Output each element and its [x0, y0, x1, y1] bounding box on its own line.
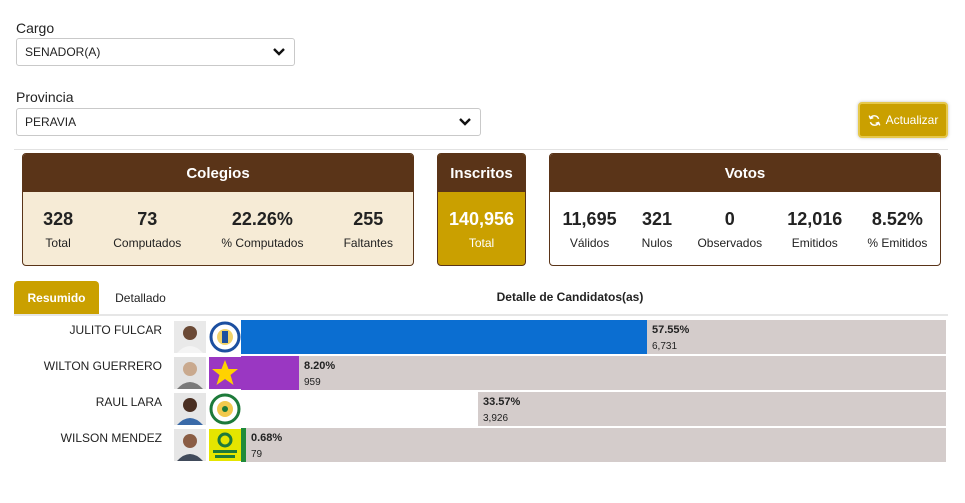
tab-detallado[interactable]: Detallado — [115, 290, 166, 305]
inscritos-card: Inscritos 140,956 Total — [437, 153, 526, 266]
cargo-label: Cargo — [16, 20, 55, 36]
candidate-name: WILSON MENDEZ — [60, 431, 162, 445]
candidate-bar-track — [241, 356, 946, 390]
colegios-card: Colegios 328 Total 73 Computados 22.26%% C… — [22, 153, 414, 266]
chevron-down-icon — [273, 48, 285, 56]
candidate-votes: 3,926 — [483, 413, 509, 424]
inscritos-title: Inscritos — [438, 154, 525, 192]
detail-title: Detalle de Candidatos(as) — [496, 290, 644, 304]
votos-validos: 11,695 Válidos — [562, 208, 617, 250]
chevron-down-icon — [459, 118, 471, 126]
candidate-percent: 8.20% — [304, 360, 336, 372]
candidate-bar-fill — [241, 428, 246, 462]
votos-nulos: 321 Nulos — [641, 208, 673, 250]
colegios-faltantes: 255 Faltantes — [343, 208, 393, 250]
votos-card: Votos 11,695 Válidos 321 Nulos 0 Observados… — [549, 153, 941, 266]
votos-pct-emitidos: 8.52%% Emitidos — [867, 208, 928, 250]
candidate-name: RAUL LARA — [95, 395, 162, 409]
colegios-pct-computados: 22.26%% Computados — [221, 208, 304, 250]
colegios-computados: 73 Computados — [113, 208, 182, 250]
candidate-bar-fill — [241, 320, 647, 354]
candidate-votes: 6,731 — [652, 341, 678, 352]
refresh-icon — [868, 114, 881, 126]
frente-amplio-logo-icon — [209, 429, 241, 461]
tab-underline — [14, 314, 948, 316]
candidate-photo — [174, 321, 206, 353]
candidate-photo — [174, 393, 206, 425]
party-seal-blue-icon — [209, 321, 241, 353]
section-divider — [14, 149, 948, 150]
candidate-name: JULITO FULCAR — [69, 323, 162, 337]
party-seal-green-icon — [209, 393, 241, 425]
candidate-name: WILTON GUERRERO — [43, 359, 162, 373]
candidate-percent: 33.57% — [483, 396, 521, 408]
cargo-select[interactable]: SENADOR(A) — [16, 38, 295, 66]
votos-observados: 0 Observados — [697, 208, 763, 250]
provincia-label: Provincia — [16, 89, 74, 105]
colegios-title: Colegios — [23, 154, 413, 192]
candidate-photo — [174, 357, 206, 389]
candidate-votes: 79 — [251, 449, 263, 460]
candidate-bar-fill — [241, 356, 299, 390]
update-button[interactable]: Actualizar — [858, 102, 948, 138]
cargo-selected-value: SENADOR(A) — [25, 45, 101, 59]
candidate-percent: 0.68% — [251, 432, 283, 444]
votos-title: Votos — [550, 154, 940, 192]
update-button-label: Actualizar — [885, 113, 939, 127]
inscritos-total: 140,956 Total — [448, 208, 515, 250]
candidate-photo — [174, 429, 206, 461]
purple-star-icon — [209, 357, 241, 389]
candidate-bar-fill — [241, 392, 478, 426]
candidate-bar-track — [241, 428, 946, 462]
votos-emitidos: 12,016 Emitidos — [787, 208, 843, 250]
tab-resumido[interactable]: Resumido — [14, 281, 99, 314]
colegios-total: 328 Total — [43, 208, 74, 250]
provincia-selected-value: PERAVIA — [25, 115, 77, 129]
provincia-select[interactable]: PERAVIA — [16, 108, 481, 136]
candidate-percent: 57.55% — [652, 324, 690, 336]
candidate-votes: 959 — [304, 377, 321, 388]
